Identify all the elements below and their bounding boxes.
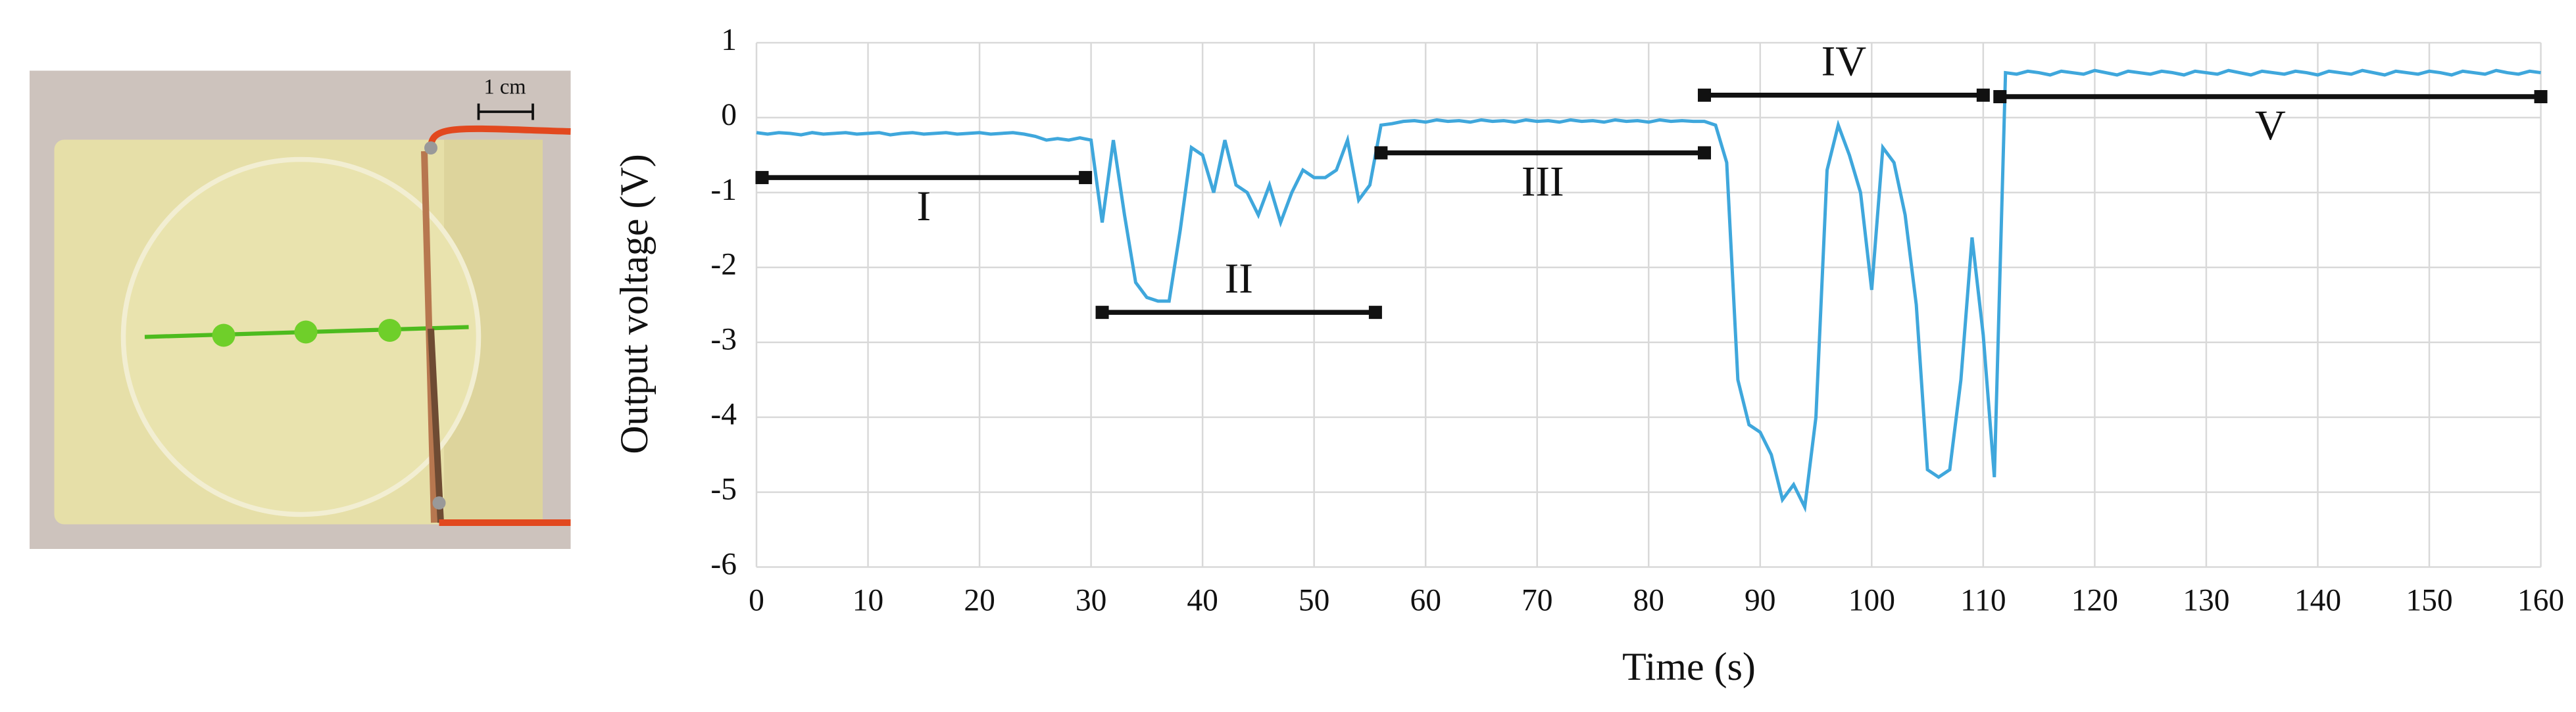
phase-cap <box>1095 306 1109 320</box>
data-line <box>756 68 2541 513</box>
phase-label: III <box>1522 158 1564 205</box>
x-tick-label: 140 <box>2294 583 2341 617</box>
x-tick-label: 20 <box>964 583 995 617</box>
phase-cap <box>2534 90 2548 104</box>
x-tick-label: 120 <box>2071 583 2118 617</box>
phase-cap <box>1698 88 1712 102</box>
x-tick-label: 30 <box>1076 583 1107 617</box>
phase-cap <box>1374 146 1388 160</box>
y-tick-label: -3 <box>710 323 737 357</box>
x-tick-label: 0 <box>749 583 764 617</box>
x-tick-label: 40 <box>1187 583 1218 617</box>
x-tick-label: 50 <box>1299 583 1330 617</box>
x-tick-label: 100 <box>1848 583 1895 617</box>
phase-cap <box>1993 90 2007 104</box>
phase-cap <box>1079 171 1093 185</box>
y-tick-label: -4 <box>710 398 737 432</box>
phase-label: I <box>916 183 931 230</box>
x-tick-label: 60 <box>1410 583 1441 617</box>
y-tick-label: -5 <box>710 472 737 506</box>
x-tick-label: 70 <box>1522 583 1553 617</box>
y-tick-label: -2 <box>710 248 737 282</box>
y-tick-label: -6 <box>710 547 737 581</box>
x-tick-label: 150 <box>2406 583 2452 617</box>
phase-label: II <box>1225 255 1253 302</box>
y-axis-title: Output voltage (V) <box>612 154 656 454</box>
x-tick-label: 110 <box>1960 583 2006 617</box>
scale-label: 1 cm <box>483 75 526 99</box>
x-tick-label: 90 <box>1745 583 1776 617</box>
phase-cap <box>1976 88 1990 102</box>
photo: 1 cm <box>30 70 571 549</box>
y-tick-label: -1 <box>710 173 737 207</box>
phase-label: IV <box>1821 38 1867 85</box>
y-tick-label: 0 <box>721 98 737 132</box>
x-tick-label: 80 <box>1633 583 1665 617</box>
x-axis-title: Time (s) <box>1622 645 1756 688</box>
phase-cap <box>1698 146 1712 160</box>
phase-cap <box>755 171 769 185</box>
phase-cap <box>1368 306 1382 320</box>
phase-label: V <box>2255 102 2286 149</box>
y-tick-label: 1 <box>721 23 737 57</box>
x-tick-label: 10 <box>853 583 884 617</box>
x-tick-label: 160 <box>2517 583 2564 617</box>
x-tick-label: 130 <box>2183 583 2229 617</box>
